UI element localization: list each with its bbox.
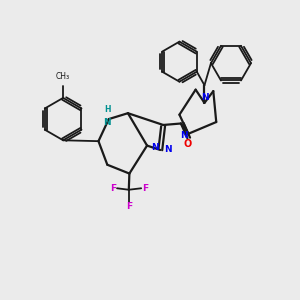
Text: N: N (164, 146, 172, 154)
Text: O: O (184, 139, 192, 148)
Text: N: N (201, 93, 208, 102)
Text: CH₃: CH₃ (56, 72, 70, 81)
Text: N: N (180, 131, 188, 140)
Text: H: H (104, 105, 111, 114)
Text: N: N (103, 118, 111, 127)
Text: N: N (151, 142, 159, 152)
Text: F: F (126, 202, 132, 211)
Text: F: F (142, 184, 148, 193)
Text: F: F (110, 184, 116, 193)
